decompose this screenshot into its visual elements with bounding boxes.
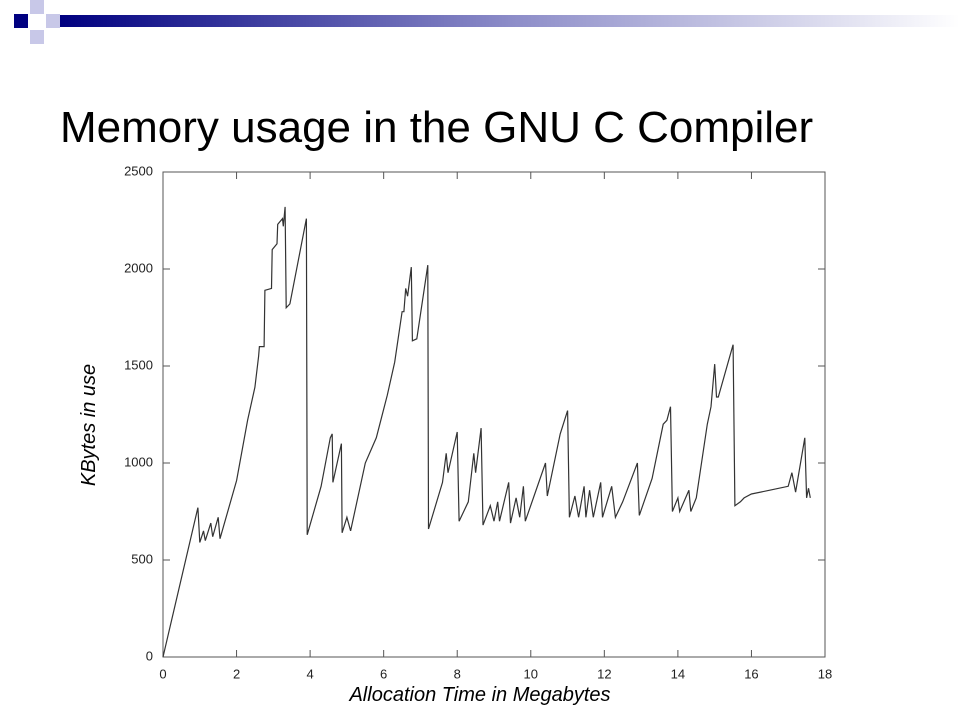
- decor-square: [30, 0, 44, 14]
- y-tick-label: 500: [131, 551, 153, 566]
- decor-square: [14, 14, 28, 28]
- y-tick-label: 2500: [124, 163, 153, 178]
- x-tick-label: 8: [454, 666, 461, 681]
- y-axis-label: KBytes in use: [78, 364, 100, 486]
- decor-square: [30, 30, 44, 44]
- decor-square: [46, 14, 60, 28]
- x-axis-label: Allocation Time in Megabytes: [348, 684, 610, 706]
- slide-title: Memory usage in the GNU C Compiler: [60, 103, 813, 152]
- x-tick-label: 16: [744, 666, 758, 681]
- decor-bar: [60, 15, 960, 27]
- y-tick-label: 1500: [124, 357, 153, 372]
- y-tick-label: 2000: [124, 260, 153, 275]
- x-tick-label: 12: [597, 666, 611, 681]
- x-tick-label: 4: [306, 666, 313, 681]
- y-tick-label: 1000: [124, 454, 153, 469]
- y-tick-label: 0: [146, 648, 153, 663]
- x-tick-label: 18: [818, 666, 832, 681]
- x-tick-label: 14: [671, 666, 685, 681]
- x-tick-label: 6: [380, 666, 387, 681]
- x-tick-label: 0: [159, 666, 166, 681]
- data-line: [162, 206, 811, 658]
- plot-frame: [162, 171, 826, 658]
- x-tick-label: 2: [233, 666, 240, 681]
- x-tick-label: 10: [524, 666, 538, 681]
